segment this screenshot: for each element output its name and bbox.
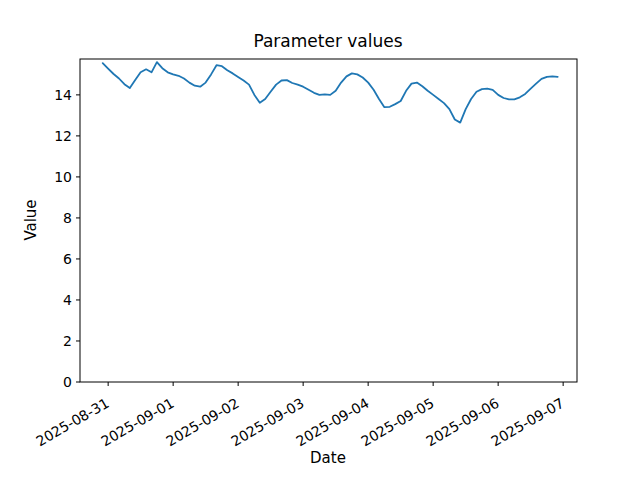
x-tick-label: 2025-09-05 — [358, 395, 436, 450]
y-axis-ticks: 0 2 4 6 8 10 12 14 — [54, 87, 80, 390]
x-tick-label: 2025-09-03 — [228, 395, 306, 450]
chart-title: Parameter values — [253, 31, 402, 51]
figure: Parameter values Date Value 02468101214 … — [0, 0, 640, 480]
line-chart: Parameter values Date Value 02468101214 … — [0, 0, 640, 480]
y-tick-label: 12 — [54, 128, 72, 144]
y-tick-label: 0 — [63, 374, 72, 390]
plot-area — [80, 59, 577, 382]
y-tick-label: 14 — [54, 87, 72, 103]
y-axis-label: Value — [22, 199, 40, 240]
x-tick-label: 2025-09-01 — [98, 395, 176, 450]
y-tick-label: 6 — [63, 251, 72, 267]
x-tick-label: 2025-08-31 — [33, 395, 111, 450]
x-tick-label: 2025-09-04 — [293, 395, 372, 450]
x-axis-ticks: 2025-08-312025-09-012025-09-022025-09-03… — [33, 382, 566, 449]
y-tick-label: 2 — [63, 333, 72, 349]
y-tick-label: 10 — [54, 169, 72, 185]
x-tick-label: 2025-09-02 — [163, 395, 241, 450]
x-tick-label: 2025-09-06 — [423, 395, 502, 450]
x-tick-label: 2025-09-07 — [488, 395, 566, 450]
x-axis-label: Date — [310, 449, 346, 467]
y-tick-label: 8 — [63, 210, 72, 226]
y-tick-label: 4 — [63, 292, 72, 308]
